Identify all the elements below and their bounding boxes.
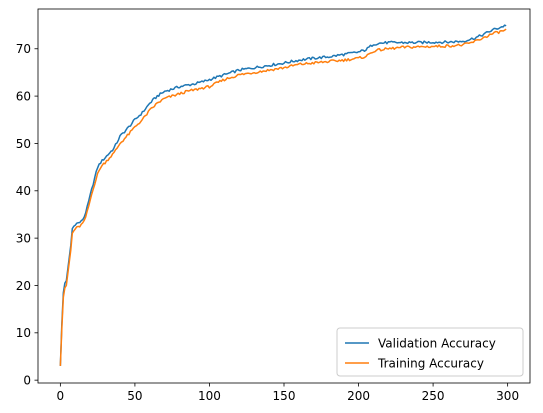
x-tick-label: 250	[422, 389, 445, 403]
series-line-validation-accuracy	[59, 24, 507, 366]
x-tick-label: 300	[496, 389, 519, 403]
x-tick-label: 0	[57, 389, 65, 403]
legend-label: Validation Accuracy	[378, 336, 496, 350]
legend-label: Training Accuracy	[377, 356, 484, 370]
y-tick-label: 0	[23, 373, 31, 387]
series-line-training-accuracy	[59, 28, 507, 366]
legend: Validation Accuracy Training Accuracy	[336, 327, 524, 377]
y-tick-label: 60	[16, 89, 31, 103]
x-tick-label: 100	[198, 389, 221, 403]
y-tick-label: 70	[16, 42, 31, 56]
y-tick-label: 50	[16, 137, 31, 151]
series-layer	[59, 24, 507, 366]
y-tick-label: 30	[16, 231, 31, 245]
x-axis: 0 50 100 150 200 250 300	[57, 383, 519, 403]
x-tick-label: 200	[347, 389, 370, 403]
y-tick-label: 10	[16, 326, 31, 340]
x-tick-label: 50	[127, 389, 142, 403]
y-axis: 0 10 20 30 40 50 60 70	[16, 42, 38, 387]
x-tick-label: 150	[273, 389, 296, 403]
y-tick-label: 20	[16, 279, 31, 293]
y-tick-label: 40	[16, 184, 31, 198]
legend-box	[336, 327, 524, 377]
